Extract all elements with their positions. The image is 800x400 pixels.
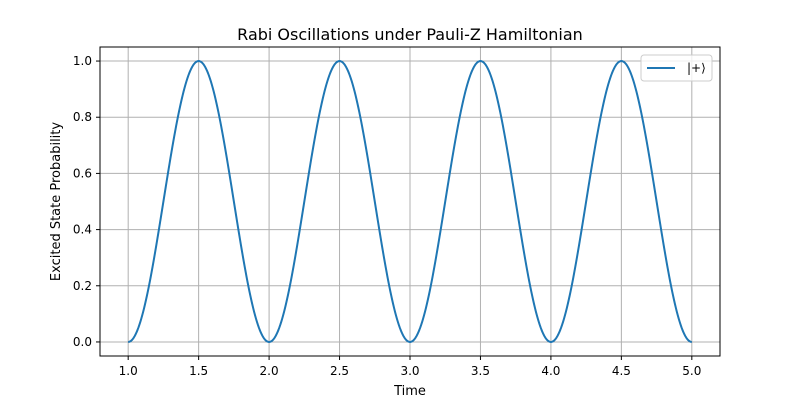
x-tick-label: 2.0 — [260, 364, 279, 378]
x-tick-label: 1.5 — [189, 364, 208, 378]
x-axis-label: Time — [393, 384, 426, 399]
legend-label: |+⟩ — [687, 61, 706, 75]
y-tick-label: 1.0 — [73, 54, 92, 68]
legend: |+⟩ — [640, 54, 713, 82]
x-tick-label: 3.5 — [471, 364, 490, 378]
plot-area — [128, 60, 692, 343]
y-tick-label: 0.4 — [73, 223, 92, 237]
y-tick-label: 0.6 — [73, 166, 92, 180]
x-tick-label: 1.0 — [119, 364, 138, 378]
series-line — [128, 60, 692, 343]
grid — [100, 47, 720, 356]
y-axis-label: Excited State Probability — [49, 122, 64, 281]
x-tick-label: 4.5 — [612, 364, 631, 378]
x-tick-label: 4.0 — [541, 364, 560, 378]
x-tick-label: 3.0 — [400, 364, 419, 378]
chart-title: Rabi Oscillations under Pauli-Z Hamilton… — [237, 25, 583, 44]
x-tick-label: 2.5 — [330, 364, 349, 378]
y-tick-label: 0.2 — [73, 279, 92, 293]
ticks: 1.0 1.5 2.0 2.5 3.0 3.5 4.0 4.5 5.0 0.0 0.2 0.4 0.6 0… — [73, 54, 701, 378]
y-tick-label: 0.0 — [73, 335, 92, 349]
y-tick-label: 0.8 — [73, 110, 92, 124]
x-tick-label: 5.0 — [682, 364, 701, 378]
legend-box — [640, 54, 713, 82]
